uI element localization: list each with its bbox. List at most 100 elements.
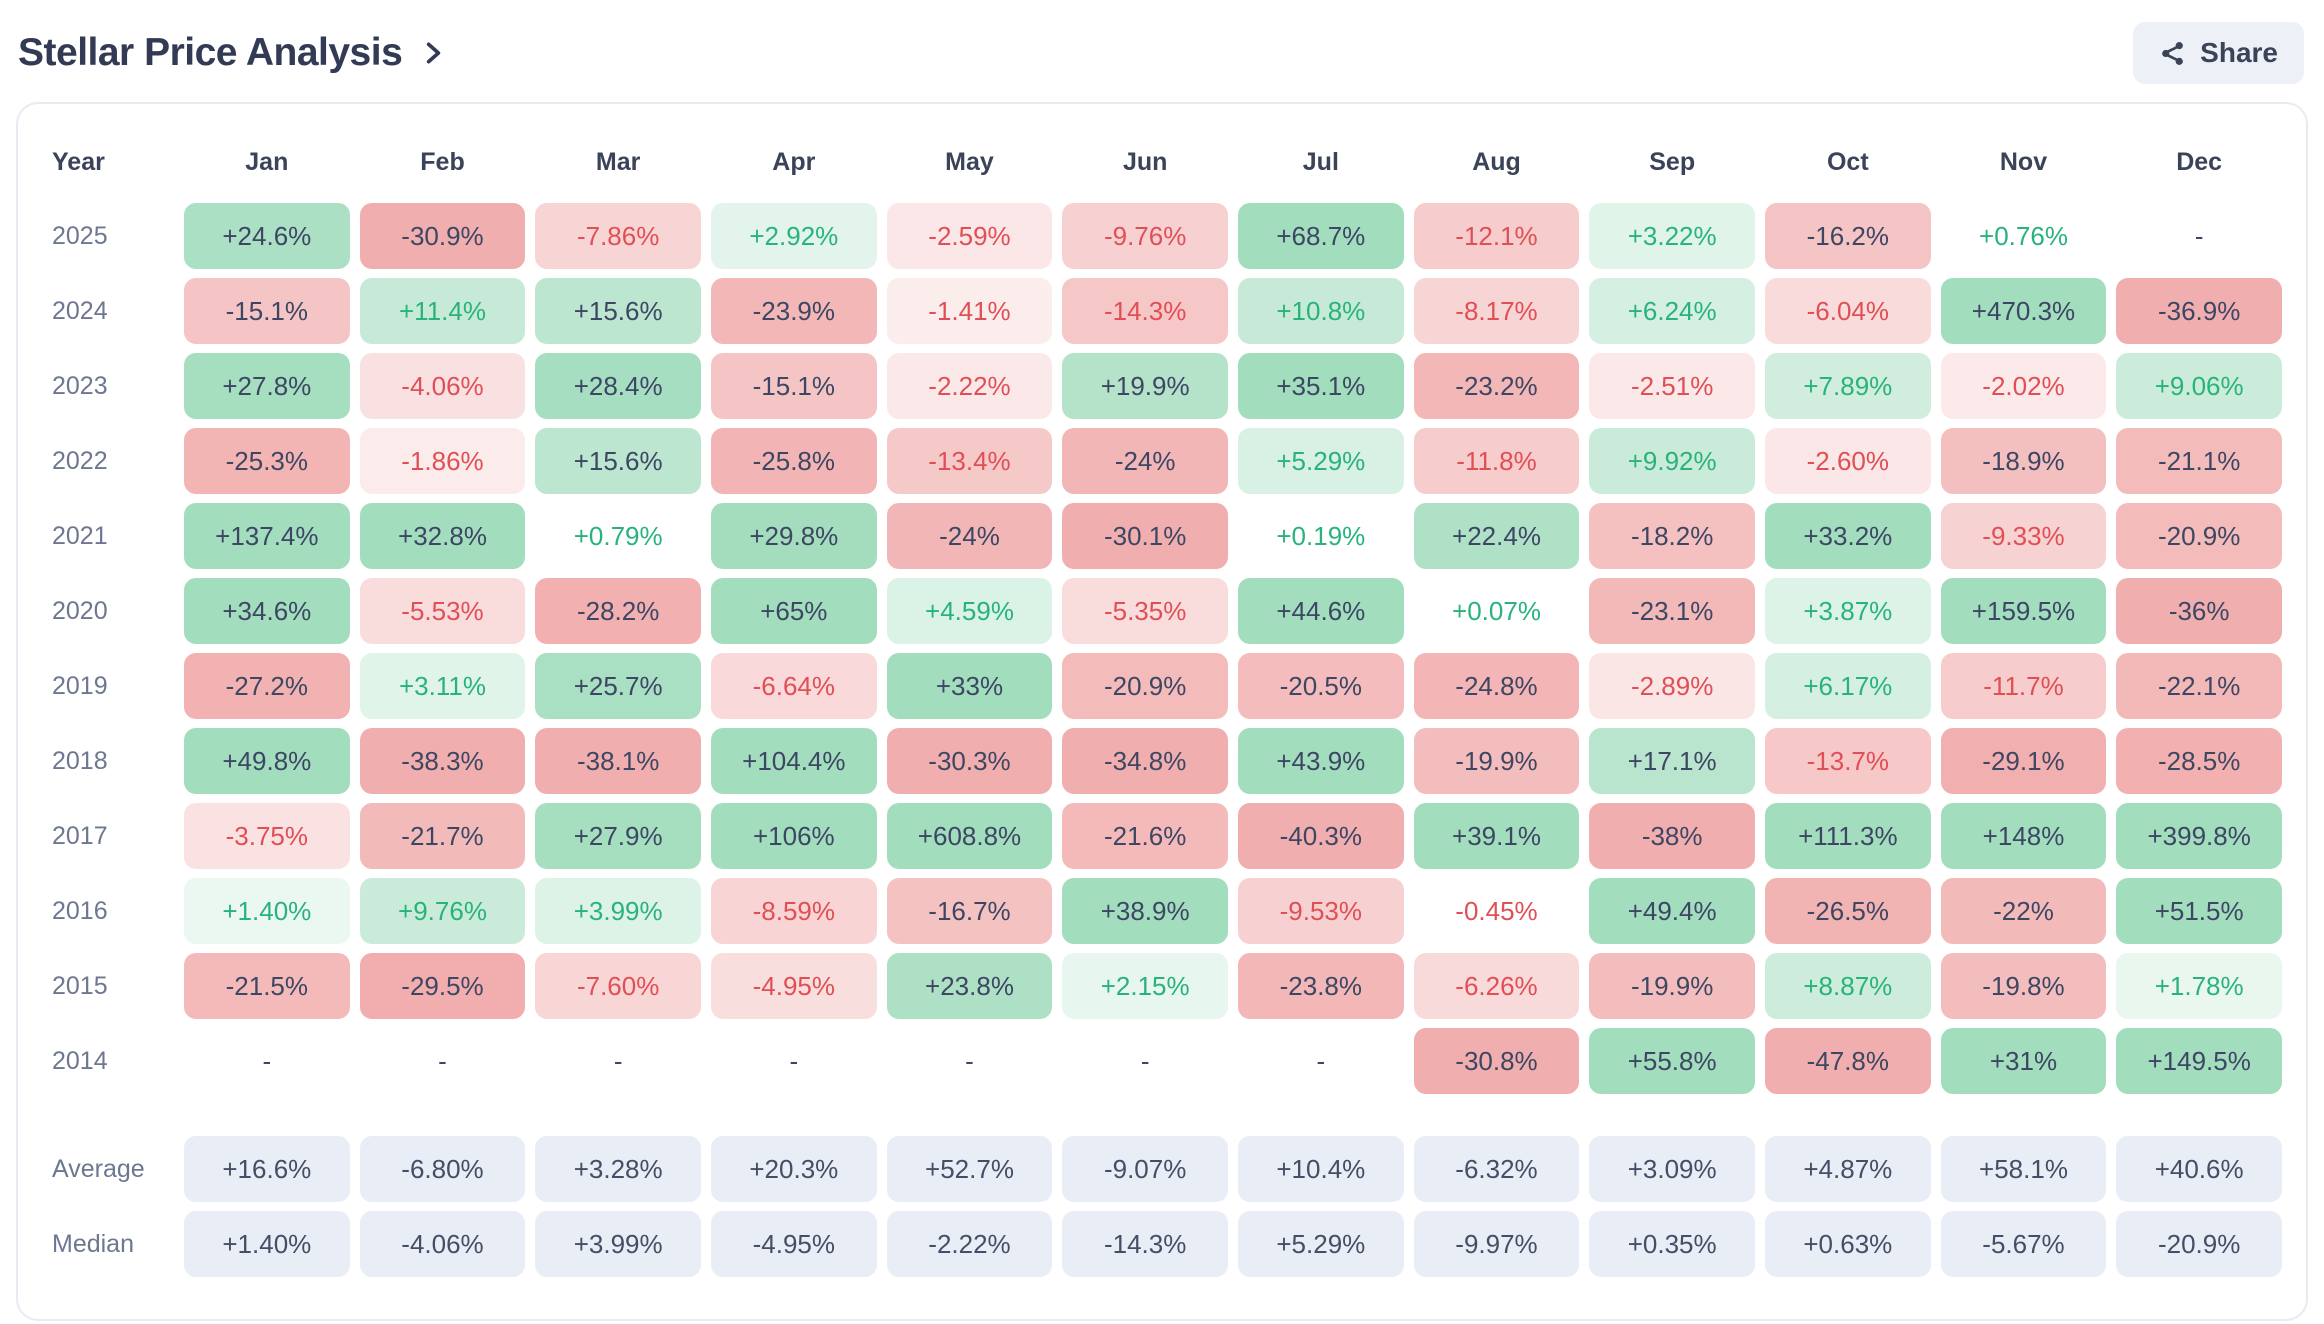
row-year-label: 2015 bbox=[52, 971, 108, 1000]
table-cell: +10.8% bbox=[1238, 278, 1404, 344]
summary-cell: +0.35% bbox=[1589, 1211, 1755, 1277]
table-cell: +27.9% bbox=[535, 803, 701, 869]
table-cell: -18.2% bbox=[1589, 503, 1755, 569]
table-cell: - bbox=[1140, 1045, 1150, 1076]
table-cell: -2.02% bbox=[1940, 353, 2107, 419]
table-cell: +9.92% bbox=[1589, 428, 1755, 494]
summary-cell: +3.28% bbox=[535, 1136, 701, 1202]
share-button[interactable]: Share bbox=[2133, 22, 2304, 84]
table-cell: - bbox=[1316, 1045, 1326, 1076]
table-cell: +111.3% bbox=[1765, 803, 1931, 869]
table-cell: -23.8% bbox=[1238, 953, 1404, 1019]
row-year-label: 2025 bbox=[52, 221, 108, 250]
table-cell: -40.3% bbox=[1238, 803, 1404, 869]
column-header-month: Aug bbox=[1472, 147, 1521, 176]
column-header-month: Dec bbox=[2176, 147, 2223, 176]
summary-cell: +5.29% bbox=[1238, 1211, 1404, 1277]
table-cell: -1.41% bbox=[886, 278, 1053, 344]
summary-cell: -9.07% bbox=[1062, 1136, 1228, 1202]
table-cell: -9.53% bbox=[1238, 878, 1404, 944]
row-year-label: 2017 bbox=[52, 821, 108, 850]
table-cell: -22% bbox=[1940, 878, 2107, 944]
table-cell: -28.2% bbox=[535, 578, 701, 644]
table-cell: -47.8% bbox=[1765, 1028, 1931, 1094]
table-cell: -4.95% bbox=[711, 953, 877, 1019]
summary-cell: -20.9% bbox=[2116, 1211, 2282, 1277]
title-link[interactable]: Stellar Price Analysis bbox=[18, 31, 446, 75]
table-cell: -13.4% bbox=[886, 428, 1053, 494]
table-cell: -9.76% bbox=[1062, 203, 1228, 269]
table-cell: -29.5% bbox=[359, 953, 526, 1019]
table-cell: +23.8% bbox=[886, 953, 1053, 1019]
table-cell: -2.59% bbox=[886, 203, 1053, 269]
table-cell: +25.7% bbox=[535, 653, 701, 719]
table-cell: -12.1% bbox=[1413, 203, 1580, 269]
row-year-label: 2024 bbox=[52, 296, 108, 325]
table-cell: -6.64% bbox=[711, 653, 877, 719]
table-cell: -5.53% bbox=[359, 578, 526, 644]
table-cell: -36% bbox=[2116, 578, 2282, 644]
table-cell: -23.2% bbox=[1413, 353, 1580, 419]
table-cell: -8.17% bbox=[1413, 278, 1580, 344]
table-cell: -21.5% bbox=[184, 953, 350, 1019]
row-year-label: 2021 bbox=[52, 521, 108, 550]
table-cell: +38.9% bbox=[1062, 878, 1228, 944]
table-cell: -28.5% bbox=[2116, 728, 2282, 794]
table-cell: -25.8% bbox=[711, 428, 877, 494]
table-cell: - bbox=[965, 1045, 974, 1076]
table-cell: -19.9% bbox=[1413, 728, 1580, 794]
table-cell: +3.99% bbox=[535, 878, 701, 944]
price-analysis-card: Year Jan Feb Mar Apr May Jun Jul Aug Sep Oct Nov Dec… bbox=[16, 102, 2308, 1321]
table-cell: +51.5% bbox=[2116, 878, 2282, 944]
table-cell: +0.07% bbox=[1452, 595, 1541, 626]
table-cell: -23.9% bbox=[711, 278, 877, 344]
column-header-month: Feb bbox=[420, 147, 465, 176]
table-cell: -21.7% bbox=[359, 803, 526, 869]
summary-cell: +10.4% bbox=[1238, 1136, 1404, 1202]
table-cell: -26.5% bbox=[1765, 878, 1931, 944]
table-cell: +33% bbox=[886, 653, 1053, 719]
table-cell: -2.51% bbox=[1589, 353, 1755, 419]
table-cell: +8.87% bbox=[1765, 953, 1931, 1019]
table-cell: +6.17% bbox=[1765, 653, 1931, 719]
table-cell: +24.6% bbox=[184, 203, 350, 269]
row-year-label: 2020 bbox=[52, 596, 108, 625]
table-cell: +43.9% bbox=[1238, 728, 1404, 794]
table-cell: -2.60% bbox=[1765, 428, 1931, 494]
table-cell: +68.7% bbox=[1238, 203, 1404, 269]
table-cell: -7.86% bbox=[535, 203, 701, 269]
table-cell: -38.3% bbox=[359, 728, 526, 794]
table-cell: -3.75% bbox=[184, 803, 350, 869]
table-cell: +137.4% bbox=[184, 503, 350, 569]
table-cell: -29.1% bbox=[1940, 728, 2107, 794]
table-cell: +39.1% bbox=[1413, 803, 1580, 869]
table-cell: +49.4% bbox=[1589, 878, 1755, 944]
column-header-month: Apr bbox=[772, 147, 816, 176]
table-cell: +32.8% bbox=[359, 503, 526, 569]
table-cell: +0.76% bbox=[1979, 220, 2068, 251]
table-cell: +4.59% bbox=[886, 578, 1053, 644]
summary-cell: +40.6% bbox=[2116, 1136, 2282, 1202]
row-year-label: 2022 bbox=[52, 446, 108, 475]
table-cell: -14.3% bbox=[1062, 278, 1228, 344]
summary-cell: +3.99% bbox=[535, 1211, 701, 1277]
table-cell: +2.15% bbox=[1062, 953, 1228, 1019]
table-cell: -19.8% bbox=[1940, 953, 2107, 1019]
table-cell: +2.92% bbox=[711, 203, 877, 269]
summary-cell: -4.95% bbox=[711, 1211, 877, 1277]
column-header-month: Oct bbox=[1826, 147, 1869, 176]
table-cell: +106% bbox=[711, 803, 877, 869]
table-cell: +28.4% bbox=[535, 353, 701, 419]
table-cell: -20.9% bbox=[1062, 653, 1228, 719]
table-cell: -27.2% bbox=[184, 653, 350, 719]
table-cell: +31% bbox=[1940, 1028, 2107, 1094]
row-year-label: 2019 bbox=[52, 671, 108, 700]
table-cell: +7.89% bbox=[1765, 353, 1931, 419]
table-cell: -23.1% bbox=[1589, 578, 1755, 644]
row-year-label: 2023 bbox=[52, 371, 108, 400]
table-cell: -30.1% bbox=[1062, 503, 1228, 569]
table-cell: +34.6% bbox=[184, 578, 350, 644]
table-cell: +15.6% bbox=[535, 278, 701, 344]
table-cell: -24.8% bbox=[1413, 653, 1580, 719]
table-cell: +608.8% bbox=[886, 803, 1053, 869]
